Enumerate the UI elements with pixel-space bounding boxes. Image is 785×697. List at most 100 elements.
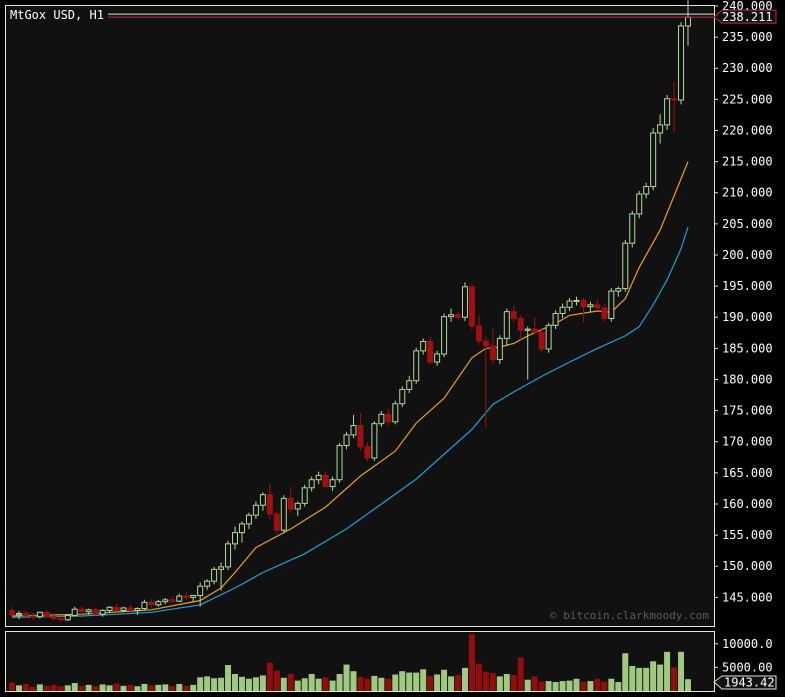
volume-bar [169, 686, 176, 691]
candle-body [148, 601, 155, 606]
last-price-tag: 238.211 [713, 9, 777, 24]
candle [71, 606, 78, 617]
volume-bar [399, 671, 406, 691]
volume-bar [517, 657, 524, 691]
candle [148, 599, 155, 608]
candle-body [259, 494, 266, 506]
candle [552, 310, 559, 330]
price-tick-label: 170.000 [722, 435, 773, 449]
candle-body [343, 434, 350, 446]
candle-body [678, 25, 685, 101]
last-price-label: 238.211 [722, 10, 773, 24]
volume-bar [413, 672, 420, 691]
volume-bar [15, 685, 22, 691]
candle-body [225, 543, 232, 568]
candle [78, 606, 85, 615]
volume-bar [622, 653, 629, 691]
candle [489, 329, 496, 364]
volume-bar [280, 677, 287, 691]
volume-bar [308, 674, 315, 691]
candle-body [120, 607, 127, 611]
candle-body [134, 608, 141, 611]
candle-body [587, 304, 594, 308]
volume-bar [461, 667, 468, 691]
candle [127, 604, 134, 613]
candle [587, 301, 594, 312]
volume-bar [92, 686, 99, 691]
candle-body [43, 611, 50, 618]
candle [134, 607, 141, 615]
candle [580, 297, 587, 323]
candle-body [594, 304, 601, 309]
candle [238, 521, 245, 543]
candle [336, 442, 343, 483]
volume-bar [22, 683, 29, 691]
volume-bar [266, 662, 273, 691]
candle-body [441, 316, 448, 355]
volume-axis: 5000.00 10000.0 [714, 637, 773, 674]
candle [399, 386, 406, 407]
candle-body [15, 613, 22, 616]
price-tick-label: 210.000 [722, 186, 773, 200]
candle [371, 421, 378, 462]
price-tick-label: 160.000 [722, 497, 773, 511]
volume-bar [190, 684, 197, 691]
candle-body [64, 614, 71, 621]
candle [503, 308, 510, 346]
volume-bar [99, 684, 106, 691]
candle [559, 303, 566, 318]
volume-bar [657, 664, 664, 691]
volume-bar [134, 686, 141, 691]
candle-body [622, 242, 629, 290]
candle-body [9, 609, 15, 616]
candle [315, 471, 322, 485]
candle-body [238, 523, 245, 534]
candle [204, 579, 211, 590]
volume-bar [9, 682, 15, 691]
price-tick-label: 165.000 [722, 466, 773, 480]
candle-body [245, 514, 252, 525]
volume-tick-label: 5000.00 [722, 660, 773, 674]
volume-bar [294, 680, 301, 691]
candle-body [580, 299, 587, 308]
candle-body [113, 606, 120, 611]
candle-body [183, 595, 190, 598]
volume-bar [301, 678, 308, 691]
volume-bar [448, 676, 455, 691]
candle [385, 408, 392, 427]
volume-bar [587, 681, 594, 691]
candle [266, 484, 273, 519]
volume-bar [336, 674, 343, 691]
candle-body [427, 341, 434, 363]
candle [99, 609, 106, 617]
candle-body [266, 494, 273, 515]
candle [273, 510, 280, 534]
ma-fast-line [11, 161, 689, 617]
volume-bar [475, 663, 482, 691]
candle [211, 566, 218, 585]
candle [36, 611, 43, 619]
candle-body [503, 311, 510, 339]
volume-bar [197, 677, 204, 691]
candle [141, 599, 148, 611]
candle-body [155, 601, 162, 606]
candle-body [92, 609, 99, 615]
candle [573, 296, 580, 306]
volume-tick-label: 10000.0 [722, 637, 773, 651]
volume-bar [545, 681, 552, 691]
volume-bar [510, 674, 517, 691]
volume-bar [643, 667, 650, 691]
price-panel [5, 5, 715, 627]
price-tick-label: 180.000 [722, 372, 773, 386]
last-volume-tag: 1943.42 [713, 675, 777, 690]
candle [434, 350, 441, 366]
candle-body [392, 403, 399, 423]
volume-bar [343, 664, 350, 691]
candle [64, 614, 71, 622]
candle-body [615, 288, 622, 292]
volume-bar [322, 677, 329, 691]
candle [190, 594, 197, 602]
volume-bar [245, 678, 252, 691]
volume-bar [287, 674, 294, 691]
candle-body [211, 568, 218, 582]
